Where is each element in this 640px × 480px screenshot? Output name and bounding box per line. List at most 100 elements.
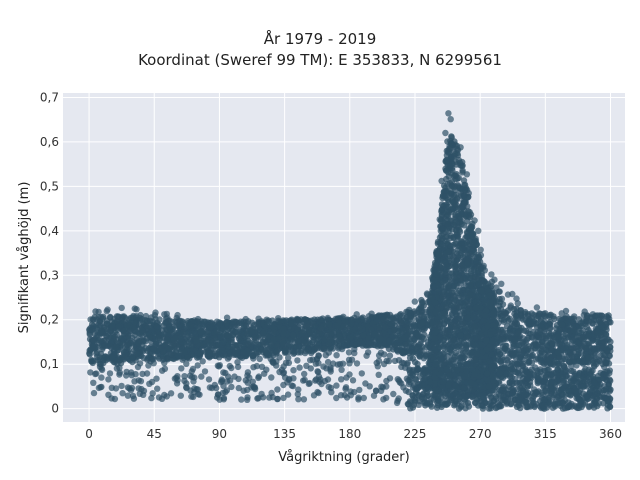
data-point: [333, 382, 340, 389]
data-point: [499, 343, 507, 350]
data-point: [435, 251, 443, 258]
chart-subtitle: Koordinat (Sweref 99 TM): E 353833, N 62…: [138, 51, 502, 69]
data-point: [419, 319, 426, 327]
data-point: [444, 221, 451, 228]
data-point: [429, 319, 436, 326]
data-point: [87, 369, 94, 376]
data-point: [134, 363, 142, 371]
data-point: [205, 376, 213, 383]
data-point: [399, 312, 406, 319]
data-point: [279, 338, 287, 346]
data-point: [499, 353, 506, 361]
data-point: [604, 347, 611, 354]
data-point: [419, 300, 426, 307]
data-point: [153, 375, 160, 382]
data-point: [324, 376, 332, 383]
data-point: [219, 339, 227, 346]
data-point: [450, 292, 457, 300]
data-point: [498, 330, 505, 338]
data-point: [480, 277, 487, 285]
data-point: [126, 322, 133, 329]
data-point: [235, 384, 242, 392]
chart-title: År 1979 - 2019: [263, 30, 377, 48]
data-point: [462, 327, 469, 334]
data-point: [482, 312, 489, 319]
data-point: [180, 329, 187, 336]
data-point: [529, 328, 537, 336]
data-point: [375, 325, 383, 332]
data-point: [513, 360, 521, 368]
data-point: [386, 337, 393, 345]
data-point: [199, 322, 206, 329]
data-point: [349, 377, 357, 384]
data-point: [231, 351, 238, 358]
data-point: [439, 350, 447, 357]
data-point: [563, 313, 570, 320]
data-point: [475, 281, 483, 288]
data-point: [480, 317, 488, 325]
data-point: [391, 357, 399, 365]
data-point: [106, 327, 114, 334]
data-point: [237, 327, 244, 334]
data-point: [525, 359, 532, 366]
data-point: [140, 391, 147, 398]
data-point: [481, 296, 488, 303]
data-point: [301, 370, 308, 378]
data-point: [456, 312, 464, 319]
data-point: [146, 380, 153, 387]
data-point: [472, 274, 479, 281]
data-point: [216, 334, 224, 341]
data-point: [142, 312, 150, 320]
data-point: [452, 344, 459, 351]
data-point: [188, 368, 195, 375]
data-point: [528, 353, 536, 360]
data-point: [338, 376, 345, 383]
data-point: [390, 390, 397, 398]
data-point: [298, 329, 306, 337]
data-point: [458, 245, 466, 252]
data-point: [215, 348, 222, 355]
data-point: [324, 314, 331, 322]
data-point: [463, 345, 470, 352]
data-point: [196, 350, 203, 357]
data-point: [359, 332, 367, 339]
data-point: [353, 360, 361, 367]
data-point: [356, 386, 363, 394]
data-point: [222, 388, 229, 396]
data-point: [571, 313, 578, 320]
data-point: [547, 318, 554, 326]
data-point: [398, 319, 405, 326]
data-point: [295, 349, 302, 356]
data-point: [174, 319, 181, 326]
data-point: [443, 157, 450, 164]
data-point: [585, 333, 592, 340]
data-point: [289, 382, 297, 390]
data-point: [443, 203, 450, 211]
data-point: [457, 280, 465, 287]
data-point: [589, 311, 597, 318]
data-point: [115, 323, 122, 330]
data-point: [204, 328, 211, 335]
data-point: [105, 391, 112, 398]
data-point: [455, 338, 463, 346]
data-point: [154, 385, 161, 392]
data-point: [472, 342, 479, 349]
data-point: [457, 275, 464, 282]
data-point: [313, 340, 321, 347]
data-point: [106, 343, 114, 350]
data-point: [470, 314, 477, 321]
data-point: [255, 374, 262, 382]
data-point: [150, 345, 157, 353]
data-point: [453, 218, 460, 225]
data-point: [437, 264, 444, 271]
data-point: [459, 240, 466, 247]
data-point: [150, 356, 157, 363]
data-point: [185, 329, 192, 336]
data-point: [468, 232, 475, 240]
data-point: [471, 323, 479, 330]
data-point: [457, 347, 464, 354]
data-point: [131, 305, 138, 312]
data-point: [175, 352, 182, 359]
data-point: [290, 367, 297, 374]
data-point: [139, 346, 146, 353]
